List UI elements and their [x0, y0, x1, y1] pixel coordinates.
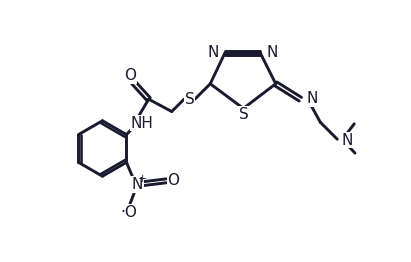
Text: N: N [266, 45, 278, 60]
Text: O: O [167, 173, 179, 188]
Text: +: + [138, 174, 147, 184]
Text: NH: NH [130, 116, 153, 130]
Text: S: S [239, 107, 249, 122]
Text: N: N [342, 133, 353, 148]
Text: S: S [185, 92, 194, 107]
Text: O: O [124, 68, 136, 83]
Text: N: N [307, 91, 318, 106]
Text: N: N [207, 45, 219, 60]
Text: ·O: ·O [120, 205, 137, 220]
Text: NH: NH [130, 116, 153, 130]
Text: N: N [132, 177, 143, 192]
